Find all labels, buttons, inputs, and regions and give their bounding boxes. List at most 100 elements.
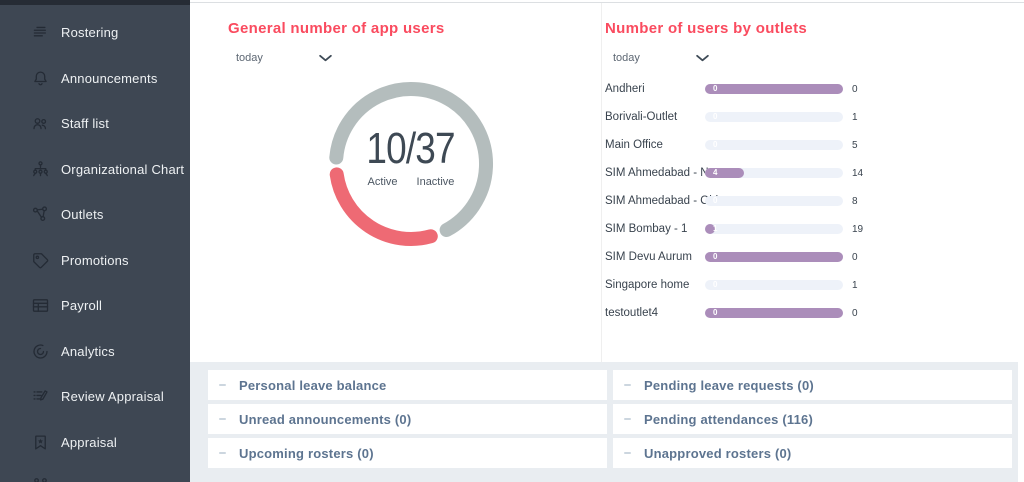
sidebar-item-staff-list[interactable]: Staff list [0, 101, 190, 147]
outlet-total-value: 1 [852, 111, 858, 123]
analytics-donut-icon [30, 341, 51, 362]
donut-center-value: 10/37 [366, 124, 456, 173]
sidebar-item-label: Review Appraisal [61, 389, 164, 405]
sidebar-item-label: Outlets [61, 207, 104, 223]
outlet-row-borivali-outlet: Borivali-Outlet 0 1 [605, 103, 1018, 131]
sidebar-item-payroll[interactable]: Payroll [0, 283, 190, 329]
collapse-dash-icon [624, 384, 631, 386]
outlet-bar-track: 0 [705, 196, 843, 206]
staff-group-icon [30, 113, 51, 134]
donut-legend: Active Inactive [368, 176, 455, 188]
outlet-total-value: 1 [852, 279, 858, 291]
sidebar-nav: Rostering Announcements Staff list Organiza… [0, 10, 190, 482]
sidebar-item-announcements[interactable]: Announcements [0, 56, 190, 102]
chevron-down-icon [319, 54, 332, 61]
outlet-total-value: 19 [852, 223, 864, 235]
collapse-dash-icon [219, 384, 226, 386]
panel-title: Unread announcements (0) [239, 411, 412, 427]
sidebar-top-strip [0, 0, 190, 5]
outlet-bars: Andheri 0 0 Borivali-Outlet 0 1 Main Office 0 5 S… [605, 75, 1018, 327]
collapse-dash-icon [219, 418, 226, 420]
outlet-row-main-office: Main Office 0 5 [605, 131, 1018, 159]
panels-right: Pending leave requests (0) Pending attend… [613, 370, 1012, 472]
accordion-panel-pending-leave-requests-0[interactable]: Pending leave requests (0) [613, 370, 1012, 400]
sidebar-item-label: Promotions [61, 252, 129, 268]
main-content: General number of app users today 10/37 … [190, 0, 1024, 482]
outlet-row-sim-bombay-1: SIM Bombay - 1 1 19 [605, 215, 1018, 243]
outlet-name: SIM Ahmedabad - New [605, 167, 724, 179]
outlet-name: SIM Ahmedabad - Old [605, 195, 719, 207]
accordion-panel-unapproved-rosters-0[interactable]: Unapproved rosters (0) [613, 438, 1012, 468]
sidebar-item-label: Organizational Chart [61, 161, 185, 177]
app-users-chart-card: General number of app users today 10/37 … [228, 3, 598, 246]
collapse-dash-icon [624, 418, 631, 420]
panels-left: Personal leave balance Unread announcemen… [208, 370, 607, 472]
outlet-bar-track: 0 [705, 140, 843, 150]
panel-title: Pending leave requests (0) [644, 377, 814, 393]
accordion-panel-personal-leave-balance[interactable]: Personal leave balance [208, 370, 607, 400]
period-dropdown-value: today [613, 52, 640, 64]
outlet-bar-track: 0 [705, 112, 843, 122]
outlet-total-value: 0 [852, 307, 858, 319]
app-users-title: General number of app users [228, 20, 445, 37]
sidebar-item-promotions[interactable]: Promotions [0, 238, 190, 284]
outlet-bar-label: 0 [713, 280, 718, 289]
sidebar-item-label: Payroll [61, 298, 103, 314]
outlet-bar-fill [705, 224, 715, 234]
top-divider [190, 2, 1024, 3]
outlet-bar-label: 0 [713, 252, 718, 261]
charts-section: General number of app users today 10/37 … [190, 3, 1024, 362]
outlet-row-sim-ahmedabad-new: SIM Ahmedabad - New 4 14 [605, 159, 1018, 187]
outlet-row-singapore-home: Singapore home 0 1 [605, 271, 1018, 299]
review-pen-icon [30, 386, 51, 407]
bookmark-star-icon [30, 432, 51, 453]
outlet-total-value: 8 [852, 195, 858, 207]
sidebar-item-analytics[interactable]: Analytics [0, 329, 190, 375]
collapse-dash-icon [624, 452, 631, 454]
sidebar-item-rostering[interactable]: Rostering [0, 10, 190, 56]
donut-inactive-arc [329, 82, 494, 237]
donut-center: 10/37 Active Inactive [316, 69, 506, 259]
outlet-total-value: 0 [852, 251, 858, 263]
donut-active-arc [329, 167, 438, 246]
outlet-name: Andheri [605, 83, 645, 95]
summary-panels-section: Personal leave balance Unread announcemen… [190, 362, 1018, 482]
sidebar-item-appraisal[interactable]: Appraisal [0, 420, 190, 466]
collapse-dash-icon [219, 452, 226, 454]
sidebar-item-partial[interactable] [0, 465, 190, 482]
outlet-bar-label: 1 [713, 224, 718, 233]
outlet-bar-track: 0 [705, 252, 843, 262]
rostering-list-icon [30, 22, 51, 43]
sidebar-item-organizational-chart[interactable]: Organizational Chart [0, 147, 190, 193]
outlet-total-value: 14 [852, 167, 864, 179]
outlet-name: Singapore home [605, 279, 690, 291]
chevron-down-icon [696, 54, 709, 61]
outlet-bar-track: 0 [705, 308, 843, 318]
outlets-period-dropdown[interactable]: today [613, 52, 710, 64]
outlet-bar-fill [705, 308, 843, 318]
outlet-row-sim-devu-aurum: SIM Devu Aurum 0 0 [605, 243, 1018, 271]
sidebar-item-label: Analytics [61, 343, 115, 359]
outlet-name: SIM Bombay - 1 [605, 223, 688, 235]
donut-chart: 10/37 Active Inactive [316, 69, 506, 259]
sidebar-item-outlets[interactable]: Outlets [0, 192, 190, 238]
panel-title: Pending attendances (116) [644, 411, 813, 427]
sidebar-item-review-appraisal[interactable]: Review Appraisal [0, 374, 190, 420]
accordion-panel-pending-attendances-116[interactable]: Pending attendances (116) [613, 404, 1012, 434]
outlet-bar-label: 4 [713, 168, 718, 177]
outlets-title: Number of users by outlets [605, 20, 808, 37]
accordion-panel-upcoming-rosters-0[interactable]: Upcoming rosters (0) [208, 438, 607, 468]
partially-visible-icon [30, 477, 51, 482]
outlet-name: SIM Devu Aurum [605, 251, 692, 263]
outlet-bar-label: 0 [713, 112, 718, 121]
outlet-bar-label: 0 [713, 308, 718, 317]
outlet-row-testoutlet4: testoutlet4 0 0 [605, 299, 1018, 327]
outlet-name: testoutlet4 [605, 307, 659, 319]
outlet-bar-fill [705, 168, 744, 178]
sidebar-item-label: Announcements [61, 70, 158, 86]
accordion-panel-unread-announcements-0[interactable]: Unread announcements (0) [208, 404, 607, 434]
app-users-period-dropdown[interactable]: today [236, 52, 333, 64]
org-chart-icon [30, 159, 51, 180]
sidebar-item-label: Rostering [61, 25, 119, 41]
table-icon [30, 295, 51, 316]
